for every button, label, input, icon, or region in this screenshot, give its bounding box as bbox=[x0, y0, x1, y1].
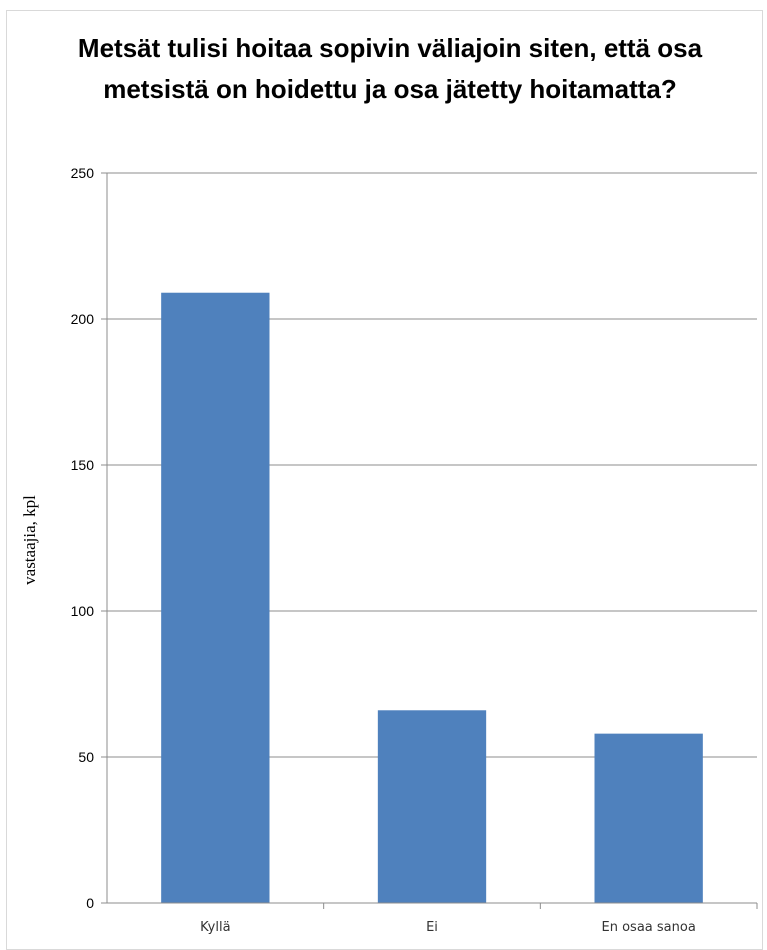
y-tick-label-200: 200 bbox=[71, 311, 95, 327]
x-tick-label-1: Ei bbox=[426, 920, 438, 935]
y-tick-label-100: 100 bbox=[71, 603, 95, 619]
bar-2 bbox=[594, 733, 703, 903]
y-tick-label-50: 50 bbox=[78, 749, 94, 765]
bars bbox=[161, 292, 703, 904]
x-tick-label-2: En osaa sanoa bbox=[602, 920, 696, 935]
bar-0 bbox=[161, 292, 270, 904]
y-tick-label-150: 150 bbox=[71, 457, 95, 473]
y-tick-label-0: 0 bbox=[86, 895, 94, 911]
y-tick-label-250: 250 bbox=[71, 165, 95, 181]
bar-1 bbox=[377, 710, 487, 903]
axes: 0 50 100 150 200 250 Kyllä Ei En osaa sanoa bbox=[71, 165, 758, 935]
x-tick-label-0: Kyllä bbox=[200, 920, 230, 935]
chart-title: Metsät tulisi hoitaa sopivin väliajoin s… bbox=[77, 33, 703, 104]
